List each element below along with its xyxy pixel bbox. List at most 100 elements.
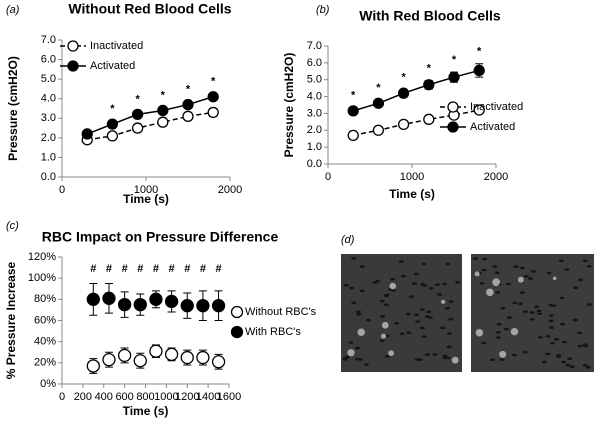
cell — [442, 282, 448, 286]
micrographs — [341, 254, 594, 372]
legend-label: Activated — [90, 60, 135, 72]
cell — [495, 290, 501, 294]
cell — [355, 310, 361, 314]
cell — [565, 363, 571, 367]
cell — [408, 295, 414, 298]
annotation: * — [161, 89, 166, 101]
cell — [558, 259, 564, 263]
panel-label: (d) — [341, 234, 355, 246]
y-tick-label: 20% — [34, 357, 56, 369]
cell — [359, 265, 365, 268]
cell — [398, 260, 404, 263]
cell — [405, 312, 411, 316]
y-tick-label: 4.0 — [41, 93, 56, 105]
x-tick-label: 2000 — [218, 184, 242, 196]
annotation: * — [477, 46, 482, 58]
cell — [380, 315, 386, 318]
marker — [182, 98, 194, 111]
marker — [423, 79, 435, 91]
cell — [419, 326, 425, 330]
x-axis-label: Time (s) — [123, 192, 169, 206]
marker — [164, 294, 179, 309]
cell — [445, 262, 451, 266]
y-tick-label: 0.0 — [307, 158, 322, 170]
legend-label: Inactivated — [470, 101, 523, 113]
cell — [572, 318, 578, 322]
y-tick-label: 6.0 — [307, 57, 322, 69]
annotation: * — [211, 76, 216, 88]
marker — [86, 292, 100, 306]
cell — [492, 265, 498, 268]
cell — [419, 308, 425, 311]
cell — [383, 303, 389, 306]
y-tick-label: 2.0 — [41, 132, 56, 144]
cell — [559, 296, 565, 300]
marker — [397, 118, 410, 131]
cell — [545, 352, 551, 356]
annotation: * — [452, 54, 457, 66]
cell — [455, 280, 461, 284]
cell — [414, 313, 420, 317]
x-tick-label: 1000 — [134, 184, 158, 196]
chart-title: RBC Impact on Pressure Difference — [42, 229, 279, 245]
annotation: * — [186, 84, 191, 96]
cell — [577, 331, 583, 335]
glow — [389, 282, 397, 290]
cell — [446, 345, 452, 349]
cell — [537, 336, 543, 339]
cell — [359, 289, 365, 293]
cell — [490, 358, 496, 362]
series-line — [352, 69, 480, 112]
cell — [537, 312, 543, 316]
y-tick-label: 7.0 — [41, 34, 56, 46]
marker — [157, 104, 169, 117]
cell — [348, 341, 354, 344]
micrograph — [341, 254, 462, 372]
marker — [149, 344, 163, 358]
marker — [180, 350, 194, 365]
marker — [473, 104, 485, 116]
cell — [506, 316, 512, 319]
annotation: # — [90, 263, 96, 275]
y-tick-label: 60% — [34, 314, 56, 326]
x-tick-label: 200 — [74, 391, 92, 403]
x-tick-label: 1200 — [175, 391, 199, 403]
marker — [164, 347, 179, 362]
cell — [428, 286, 434, 290]
marker — [372, 124, 385, 136]
glow — [552, 276, 557, 281]
marker — [207, 91, 219, 103]
annotation: # — [106, 263, 112, 275]
y-tick-label: 100% — [28, 272, 56, 284]
annotation: # — [153, 263, 159, 275]
marker — [347, 105, 359, 117]
annotation: * — [351, 89, 356, 101]
marker — [117, 297, 132, 312]
marker — [180, 299, 194, 313]
chart-title: With Red Blood Cells — [359, 8, 501, 24]
y-tick-label: 0.0 — [41, 171, 56, 183]
marker — [347, 129, 359, 141]
cell — [522, 350, 528, 354]
cell — [399, 332, 405, 336]
cell — [351, 256, 357, 260]
y-tick-label: 2.0 — [307, 124, 322, 136]
cell — [427, 316, 433, 320]
legend-label: Without RBC's — [245, 306, 317, 318]
cell — [560, 322, 566, 326]
marker — [131, 122, 144, 134]
glow — [441, 299, 446, 304]
cell — [415, 320, 421, 323]
cell — [545, 334, 551, 338]
marker — [133, 297, 147, 312]
legend-label: Activated — [470, 121, 515, 133]
marker — [131, 108, 144, 121]
cell — [448, 300, 454, 303]
y-tick-label: 40% — [34, 336, 56, 348]
marker — [133, 354, 147, 368]
cell — [442, 354, 448, 358]
cell — [372, 281, 378, 284]
cell — [440, 326, 446, 330]
marker — [372, 97, 385, 109]
marker — [106, 118, 119, 130]
